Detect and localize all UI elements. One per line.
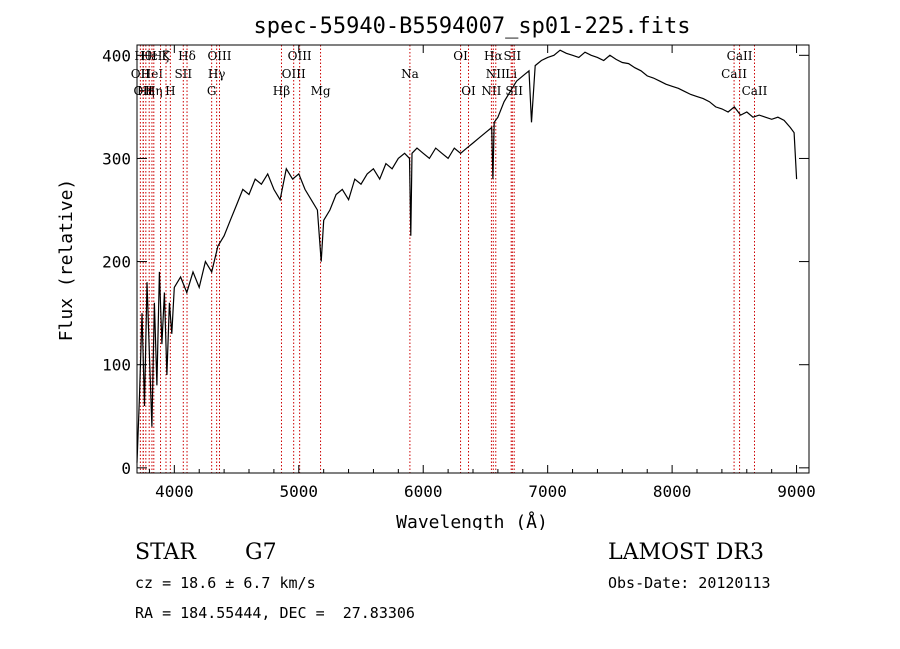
line-marker-label: SII	[505, 84, 523, 98]
y-axis-label: Flux (relative)	[56, 179, 77, 342]
line-marker-label: G	[207, 84, 217, 98]
spectrum-chart: spec-55940-B5594007_sp01-225.fits OIIHθO…	[56, 14, 816, 530]
x-tick-label: 6000	[404, 482, 443, 501]
line-marker-layer: OIIHθOIIHηHεHeIHηHζKHSIIHδGHγOIIIHβOIIIO…	[131, 45, 768, 473]
line-marker-label: H	[165, 84, 175, 98]
x-tick-label: 4000	[155, 482, 194, 501]
line-marker-label: CaII	[721, 67, 747, 81]
line-marker-label: Hβ	[273, 84, 290, 98]
line-marker-label: Hζ	[152, 49, 169, 63]
line-marker-label: OI	[453, 49, 468, 63]
x-tick-label: 9000	[777, 482, 816, 501]
y-tick-label: 400	[102, 46, 131, 65]
y-tick-label: 200	[102, 253, 131, 272]
line-marker-label: SII	[503, 49, 521, 63]
line-marker-label: Hη	[145, 84, 163, 98]
line-marker-label: CaII	[727, 49, 753, 63]
y-tick-label: 0	[121, 459, 131, 478]
y-tick-label: 300	[102, 149, 131, 168]
object-class: STAR	[135, 540, 196, 565]
line-marker-label: K	[162, 49, 172, 63]
line-marker-label: NII	[481, 84, 501, 98]
line-marker-label: Na	[401, 67, 419, 81]
line-marker-label: SII	[174, 67, 192, 81]
line-marker-label: OIII	[282, 67, 306, 81]
x-tick-label: 7000	[528, 482, 567, 501]
line-marker-label: Hα	[484, 49, 503, 63]
tick-layer: 4000 5000 6000 7000 8000 9000 0 100 200 300 400	[102, 45, 816, 501]
plot-frame	[136, 44, 810, 474]
line-marker-label: NII	[486, 67, 506, 81]
line-marker-label: Mg	[311, 84, 331, 98]
line-marker-label: Hγ	[208, 67, 226, 81]
line-marker-label: CaII	[742, 84, 768, 98]
line-marker-label: Hη	[137, 84, 155, 98]
line-marker-label: OI	[461, 84, 476, 98]
redshift-velocity: cz = 18.6 ± 6.7 km/s	[135, 574, 316, 592]
line-marker-label: OIII	[288, 49, 312, 63]
x-axis-label: Wavelength (Å)	[396, 511, 548, 530]
x-tick-label: 8000	[653, 482, 692, 501]
y-tick-label: 100	[102, 356, 131, 375]
line-marker-label: OII	[134, 84, 154, 98]
spectrum-line	[136, 49, 798, 463]
line-marker-label: HeI	[141, 67, 164, 81]
line-marker-label: Li	[505, 67, 517, 81]
observation-date: Obs-Date: 20120113	[608, 574, 771, 592]
x-tick-label: 5000	[280, 482, 319, 501]
chart-title: spec-55940-B5594007_sp01-225.fits	[253, 14, 690, 39]
object-subclass: G7	[245, 540, 277, 565]
sky-coordinates: RA = 184.55444, DEC = 27.83306	[135, 604, 415, 622]
line-marker-label: Hδ	[178, 49, 196, 63]
survey-name: LAMOST DR3	[608, 540, 764, 565]
line-marker-label: OIII	[207, 49, 231, 63]
